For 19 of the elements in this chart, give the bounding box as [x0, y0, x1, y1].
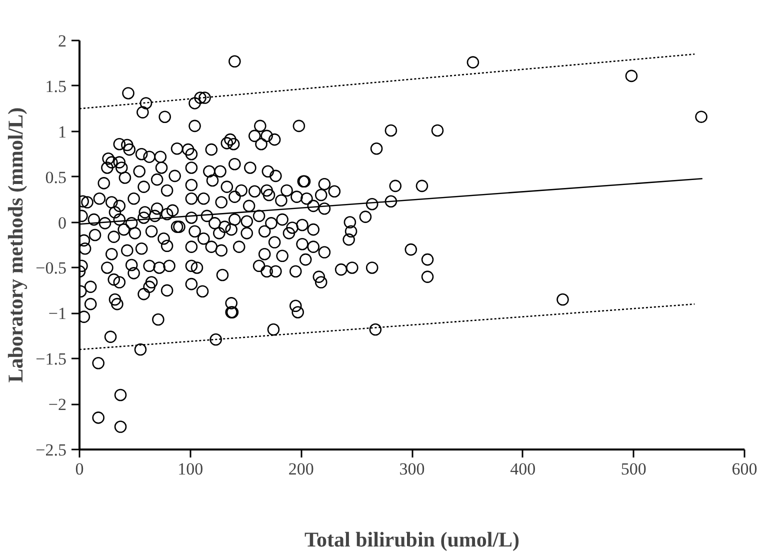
x-axis-title: Total bilirubin (umol/L): [304, 528, 520, 552]
x-tick-label: 200: [288, 460, 314, 478]
x-tick-label: 0: [75, 460, 84, 478]
x-tick-label: 500: [620, 460, 646, 478]
y-tick-label: 2: [58, 32, 66, 50]
x-tick-label: 100: [178, 460, 204, 478]
y-tick-label: 0.5: [45, 168, 66, 187]
x-tick-label: 600: [732, 460, 758, 478]
y-tick-label: −2.5: [36, 440, 67, 460]
y-tick-label: 1.5: [45, 76, 66, 96]
y-tick-label: −1.5: [36, 350, 67, 369]
y-tick-label: −1: [48, 304, 67, 324]
y-axis-title: Laboratory methods (mmol/L): [4, 107, 28, 383]
x-tick-label: 400: [510, 460, 536, 478]
y-tick-label: −2: [48, 395, 67, 414]
y-tick-label: −0.5: [36, 258, 67, 278]
y-tick-label: 0: [58, 213, 66, 232]
y-tick-label: 1: [58, 122, 66, 142]
x-tick-label: 300: [399, 460, 425, 478]
